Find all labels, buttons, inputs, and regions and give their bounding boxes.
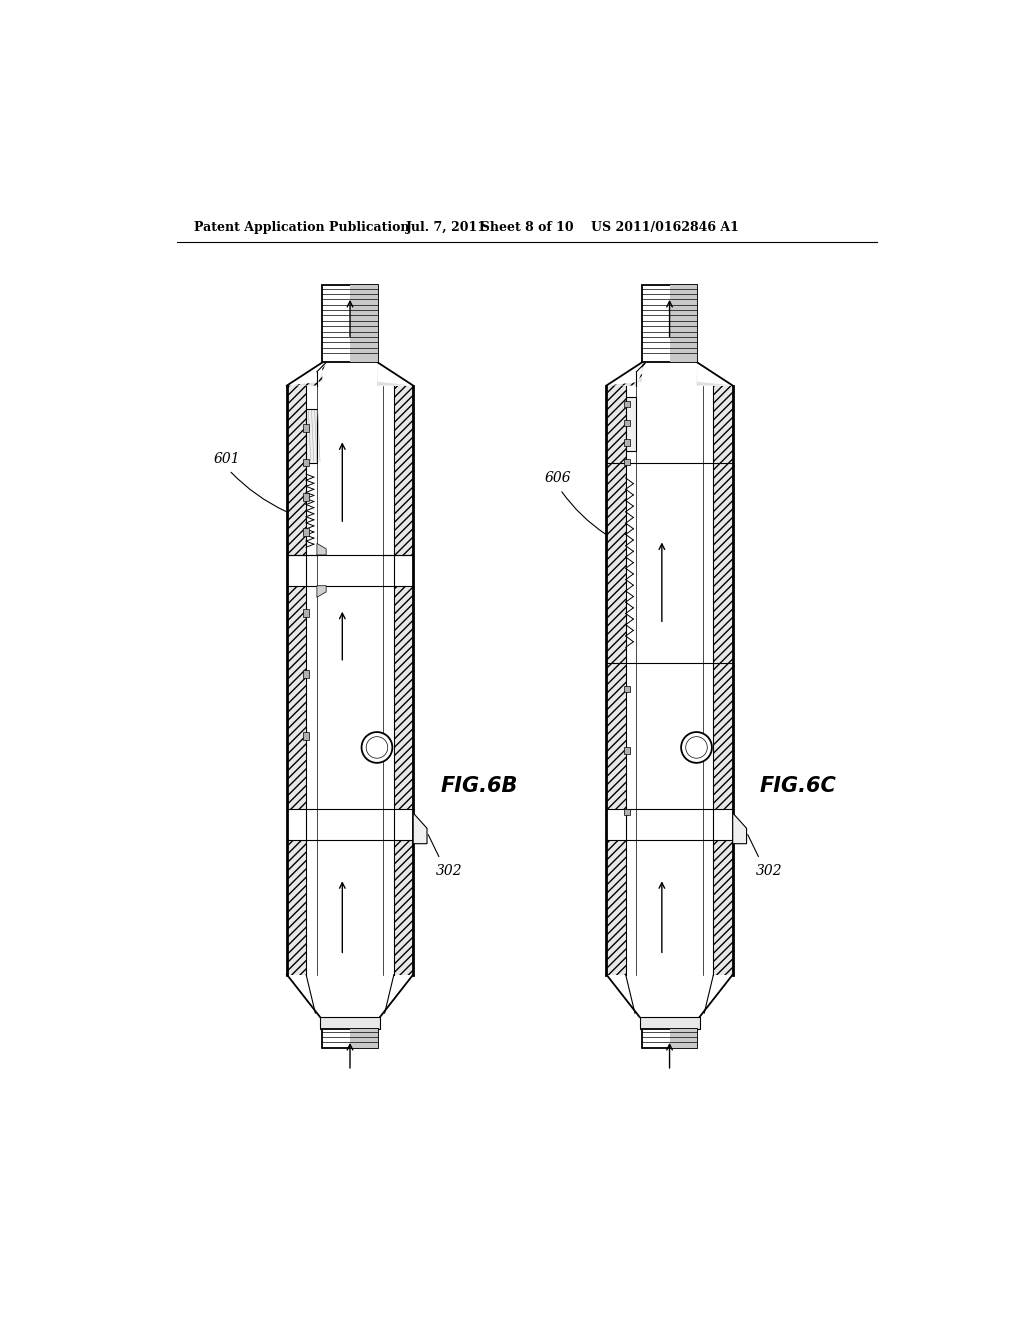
Bar	[640, 1016, 699, 1028]
Bar	[714, 385, 733, 462]
Bar	[642, 1028, 697, 1048]
Bar	[287, 586, 306, 809]
Bar	[303, 733, 309, 739]
Polygon shape	[606, 363, 646, 385]
Bar	[606, 385, 626, 462]
Polygon shape	[413, 813, 427, 843]
Bar	[625, 401, 631, 407]
Bar	[306, 409, 316, 462]
Text: FIG.6C: FIG.6C	[760, 776, 837, 796]
Text: Sheet 8 of 10: Sheet 8 of 10	[472, 222, 573, 234]
Polygon shape	[377, 363, 413, 385]
Bar	[625, 459, 631, 465]
Bar	[714, 840, 733, 974]
Bar	[394, 840, 413, 974]
Bar	[303, 459, 309, 466]
Circle shape	[367, 737, 388, 758]
Bar	[625, 747, 631, 754]
Bar	[670, 285, 697, 363]
Circle shape	[361, 733, 392, 763]
Bar	[625, 686, 631, 692]
Bar	[303, 424, 309, 432]
Text: 302: 302	[436, 863, 463, 878]
Bar	[287, 840, 306, 974]
Bar	[394, 385, 413, 554]
Circle shape	[686, 737, 708, 758]
Polygon shape	[696, 363, 733, 385]
Bar	[319, 1016, 380, 1028]
Bar	[625, 440, 631, 446]
Circle shape	[681, 733, 712, 763]
Bar	[626, 397, 637, 451]
Bar	[714, 462, 733, 663]
Bar	[642, 285, 697, 363]
Text: Patent Application Publication: Patent Application Publication	[194, 222, 410, 234]
Text: 606: 606	[545, 471, 571, 484]
Text: 601: 601	[214, 451, 241, 466]
Bar	[606, 663, 626, 809]
Bar	[350, 1028, 378, 1048]
Bar	[303, 609, 309, 616]
Bar	[670, 1028, 697, 1048]
Polygon shape	[316, 544, 326, 554]
Bar	[303, 528, 309, 536]
Bar	[350, 285, 378, 363]
Polygon shape	[287, 363, 326, 385]
Bar	[303, 494, 309, 502]
Bar	[394, 586, 413, 809]
Bar	[714, 663, 733, 809]
Text: 302: 302	[756, 863, 782, 878]
Text: US 2011/0162846 A1: US 2011/0162846 A1	[591, 222, 739, 234]
Bar	[287, 385, 306, 554]
Bar	[606, 462, 626, 663]
Polygon shape	[733, 813, 746, 843]
Polygon shape	[316, 586, 326, 598]
Bar	[303, 671, 309, 678]
Bar	[323, 285, 378, 363]
Bar	[625, 420, 631, 426]
Bar	[606, 840, 626, 974]
Text: FIG.6B: FIG.6B	[440, 776, 517, 796]
Bar	[625, 809, 631, 816]
Text: Jul. 7, 2011: Jul. 7, 2011	[407, 222, 487, 234]
Bar	[323, 1028, 378, 1048]
